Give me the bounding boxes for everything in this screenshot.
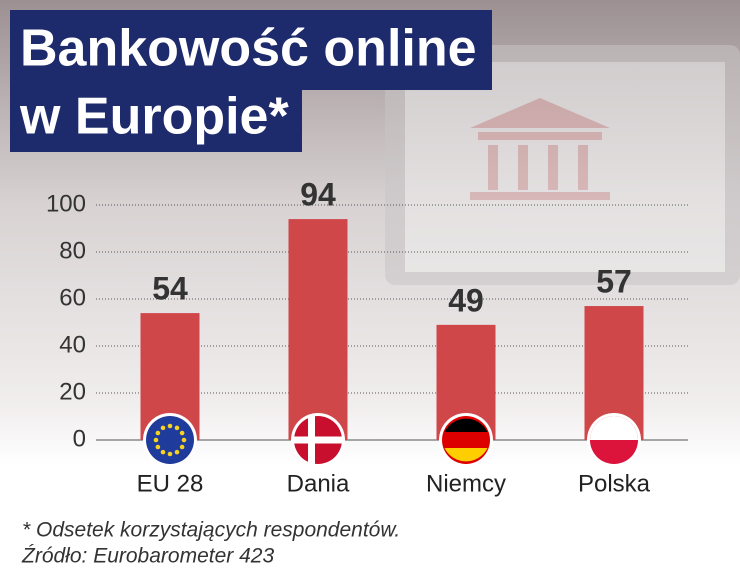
laptop-illustration (385, 45, 740, 285)
title-box (10, 88, 302, 152)
flag-eu (146, 416, 194, 464)
value-label: 49 (448, 282, 484, 318)
flag (143, 413, 197, 467)
flag (587, 413, 641, 467)
flag-stripe (444, 448, 488, 462)
flag-star (174, 449, 180, 455)
flag-star (153, 437, 159, 443)
flag-star (167, 451, 173, 457)
flag-star (155, 430, 161, 436)
flag-star (181, 437, 187, 443)
flag-star (174, 425, 180, 431)
flag-stripe (444, 418, 488, 432)
value-label: 94 (300, 177, 336, 213)
flag-star (160, 449, 166, 455)
flags (143, 413, 641, 467)
x-tick-label: EU 28 (137, 470, 204, 497)
x-tick-label: Dania (287, 470, 350, 497)
flag-star (179, 444, 185, 450)
flag-star (179, 430, 185, 436)
y-tick-label: 100 (46, 190, 86, 217)
flag-cross (294, 436, 342, 444)
flag (439, 413, 493, 467)
y-tick-label: 0 (73, 425, 86, 452)
title-box (10, 10, 492, 90)
flag-star (155, 444, 161, 450)
x-tick-label: Niemcy (426, 470, 506, 497)
chart-title: Bankowość online (20, 20, 477, 78)
value-label: 54 (152, 271, 188, 307)
flag-star (167, 423, 173, 429)
flag-star (160, 425, 166, 431)
y-tick-label: 20 (59, 378, 86, 405)
y-tick-label: 80 (59, 237, 86, 264)
y-tick-label: 40 (59, 331, 86, 358)
flag-stripe (590, 416, 638, 440)
source: Źródło: Eurobarometer 423 (21, 545, 274, 568)
footnote: * Odsetek korzystających respondentów. (22, 519, 400, 542)
value-label: 57 (596, 264, 632, 300)
y-tick-label: 60 (59, 284, 86, 311)
plot: 0 20 40 60 80 100 54 EU 28 94 Dania 49 Niemcy 57 Pols… (46, 177, 688, 497)
chart-title: w Europie* (19, 88, 289, 146)
x-tick-label: Polska (578, 470, 651, 497)
flag (291, 413, 345, 467)
bar (288, 219, 348, 440)
